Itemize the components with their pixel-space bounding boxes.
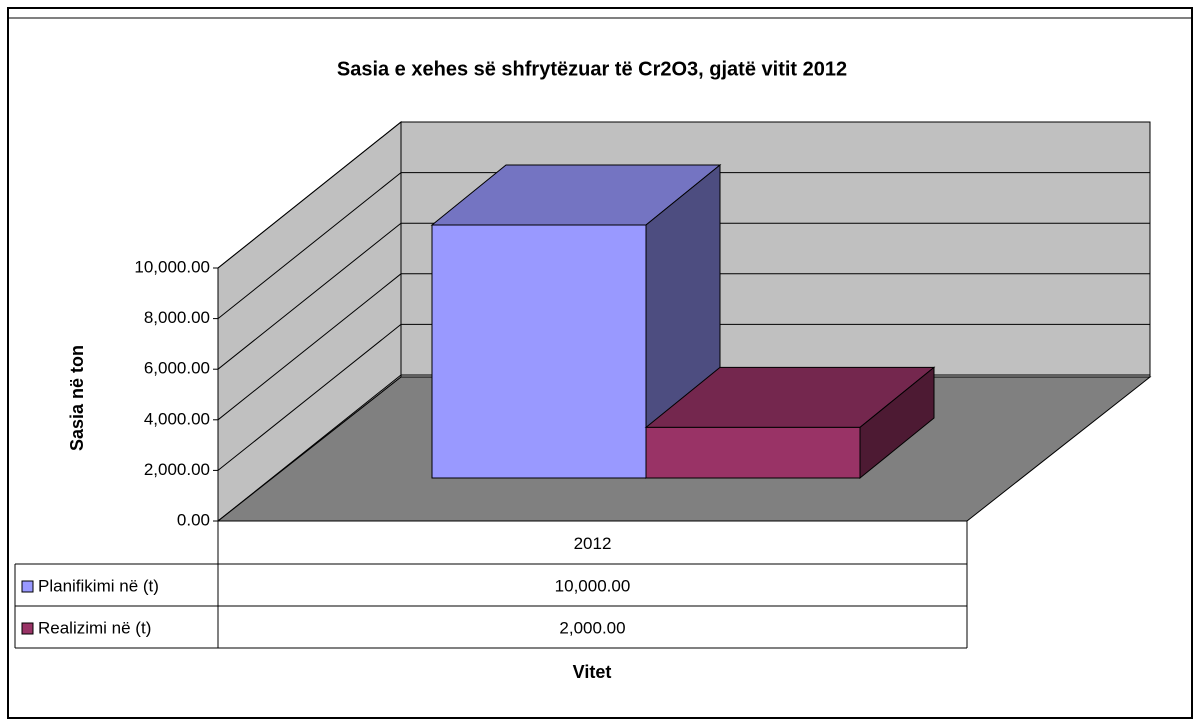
legend-label: Realizimi në (t) xyxy=(38,618,151,637)
y-axis-label: Sasia në ton xyxy=(67,345,87,451)
bar-front xyxy=(645,426,861,479)
grid-line xyxy=(217,273,1150,421)
legend-key xyxy=(21,622,34,635)
grid-line xyxy=(217,323,1150,471)
x-tick-label: 2012 xyxy=(574,534,612,553)
table-value: 2,000.00 xyxy=(559,618,625,637)
grid-line xyxy=(217,172,1150,319)
bar xyxy=(644,366,936,480)
x-axis-label: Vitet xyxy=(573,662,612,682)
y-tick-label: 6,000.00 xyxy=(144,359,210,378)
y-tick-label: 8,000.00 xyxy=(144,308,210,327)
grid-line xyxy=(217,121,1150,269)
grid-line xyxy=(217,222,1150,370)
table-value: 10,000.00 xyxy=(555,576,631,595)
bar-front xyxy=(431,224,647,479)
chart-title: Sasia e xehes së shfrytëzuar të Cr2O3, g… xyxy=(337,58,847,80)
y-tick-label: 0.00 xyxy=(177,510,210,529)
y-tick-label: 2,000.00 xyxy=(144,460,210,479)
y-tick-label: 10,000.00 xyxy=(134,257,210,276)
legend-key xyxy=(21,580,34,593)
y-tick-label: 4,000.00 xyxy=(144,409,210,428)
legend-label: Planifikimi në (t) xyxy=(38,576,159,595)
